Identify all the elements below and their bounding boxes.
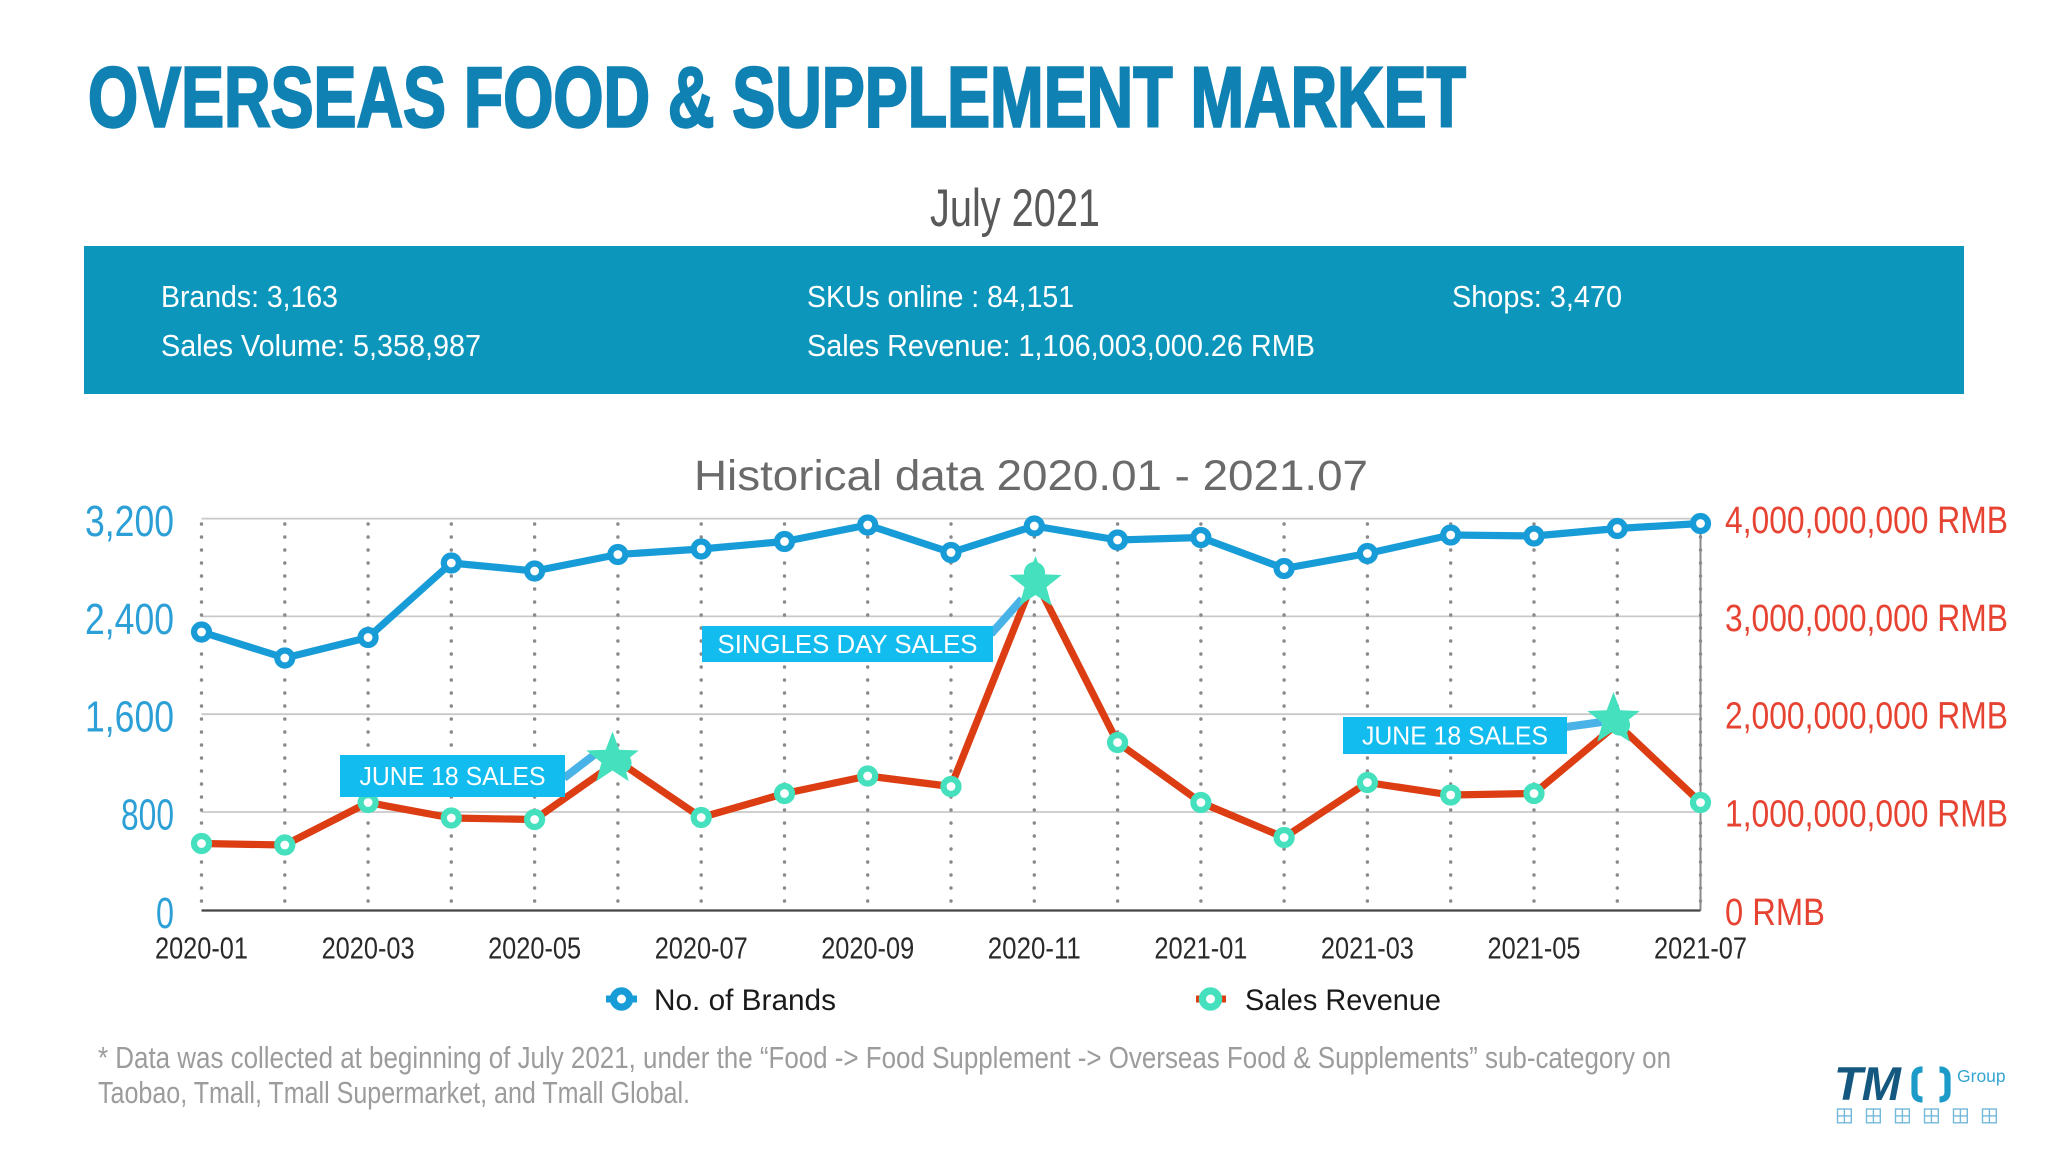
svg-text:0: 0: [156, 889, 174, 938]
svg-text:No. of Brands: No. of Brands: [654, 984, 836, 1017]
svg-text:July 2021: July 2021: [930, 179, 1100, 238]
svg-text:TM: TM: [1834, 1057, 1902, 1110]
svg-text:1,000,000,000 RMB: 1,000,000,000 RMB: [1725, 794, 2008, 836]
svg-text:2021-05: 2021-05: [1488, 931, 1581, 966]
svg-text:JUNE 18 SALES: JUNE 18 SALES: [1362, 721, 1548, 751]
svg-text:2020-09: 2020-09: [821, 931, 914, 966]
svg-text:3,000,000,000 RMB: 3,000,000,000 RMB: [1725, 598, 2008, 640]
svg-text:Sales Volume: 5,358,987: Sales Volume: 5,358,987: [161, 328, 481, 363]
svg-text:2021-03: 2021-03: [1321, 931, 1414, 966]
svg-text:2,000,000,000 RMB: 2,000,000,000 RMB: [1725, 696, 2008, 738]
svg-text:2,400: 2,400: [85, 595, 174, 644]
svg-text:2020-05: 2020-05: [488, 931, 581, 966]
svg-text:2021-01: 2021-01: [1154, 931, 1247, 966]
svg-text:1,600: 1,600: [85, 693, 174, 742]
svg-text:JUNE 18 SALES: JUNE 18 SALES: [360, 761, 546, 791]
svg-text:Historical data 2020.01 - 2021: Historical data 2020.01 - 2021.07: [694, 452, 1368, 500]
svg-text:2021-07: 2021-07: [1654, 931, 1747, 966]
svg-text:Group: Group: [1957, 1066, 2006, 1086]
svg-text:4,000,000,000 RMB: 4,000,000,000 RMB: [1725, 500, 2008, 542]
svg-text:2020-11: 2020-11: [988, 931, 1081, 966]
svg-text:3,200: 3,200: [85, 497, 174, 546]
svg-text:2020-03: 2020-03: [322, 931, 415, 966]
svg-text:Sales Revenue: 1,106,003,000.2: Sales Revenue: 1,106,003,000.26 RMB: [807, 328, 1315, 363]
svg-text:SINGLES DAY SALES: SINGLES DAY SALES: [718, 629, 978, 659]
svg-text:Sales Revenue: Sales Revenue: [1245, 984, 1441, 1017]
svg-text:SKUs online : 84,151: SKUs online : 84,151: [807, 279, 1074, 314]
svg-text:Brands: 3,163: Brands: 3,163: [161, 279, 338, 314]
svg-text:Taobao, Tmall, Tmall Supermark: Taobao, Tmall, Tmall Supermarket, and Tm…: [98, 1075, 690, 1110]
svg-text:* Data was collected at beginn: * Data was collected at beginning of Jul…: [98, 1040, 1671, 1075]
svg-text:Shops: 3,470: Shops: 3,470: [1452, 279, 1622, 314]
svg-text:OVERSEAS FOOD & SUPPLEMENT MAR: OVERSEAS FOOD & SUPPLEMENT MARKET: [88, 51, 1466, 146]
svg-text:0 RMB: 0 RMB: [1725, 892, 1825, 934]
svg-text:2020-01: 2020-01: [155, 931, 248, 966]
svg-text:2020-07: 2020-07: [655, 931, 748, 966]
svg-text:800: 800: [121, 791, 174, 840]
